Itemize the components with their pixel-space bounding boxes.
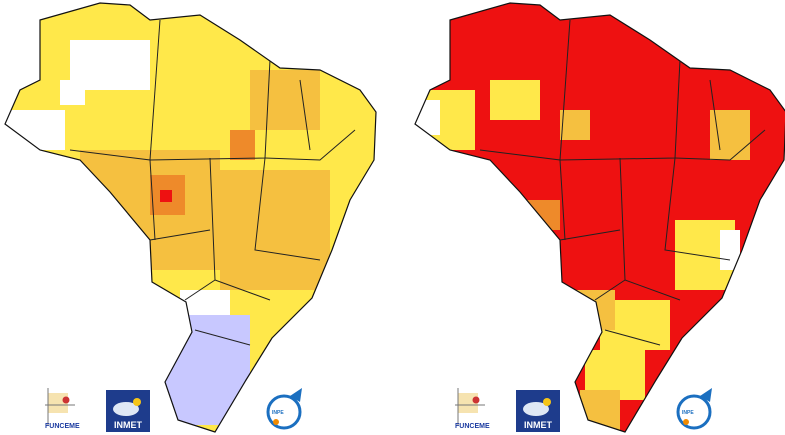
inpe-dot [683,419,689,425]
color-patch [160,190,172,202]
inmet-cloud [523,402,549,416]
color-patch [520,200,560,230]
state-border [149,229,211,241]
inmet-sun [133,398,141,406]
funceme-sun [472,396,480,404]
inmet-label: INMET [114,420,143,430]
color-patch [560,110,590,140]
inmet-label: INMET [524,420,553,430]
state-border [559,19,571,161]
inpe-arrow [290,388,302,402]
color-patch [490,80,540,120]
color-patch [230,130,255,160]
state-border [194,329,251,346]
color-patch [415,100,440,135]
inpe-ring [266,394,302,430]
funceme-label: FUNCEME [455,423,490,430]
inpe-label: INPE [272,410,284,416]
color-patch [575,290,615,330]
state-border [254,157,321,261]
state-border [264,129,356,161]
state-border [709,79,721,151]
inpe-ring [676,394,712,430]
inmet-sun [543,398,551,406]
state-border [299,79,311,151]
brazil-map: FUNCEME INMET INPE [414,2,785,433]
country-outline [4,2,377,433]
state-border [184,279,216,301]
country-outline [414,2,785,433]
state-border [664,157,731,261]
brazil-map: FUNCEME INMET INPE [4,2,377,433]
inpe-dot [273,419,279,425]
funceme-label: FUNCEME [45,423,80,430]
inmet-cloud [113,402,139,416]
state-border [674,129,766,161]
inpe-arrow [700,388,712,402]
inpe-label: INPE [682,410,694,416]
funceme-sun [62,396,70,404]
state-border [149,19,161,161]
color-patch [60,80,85,105]
color-patch [220,170,330,290]
color-patch [710,110,750,160]
funceme-icon [458,393,478,413]
state-border [559,229,621,241]
color-patch [720,230,740,270]
funceme-icon [48,393,68,413]
color-patch [250,70,320,130]
state-border [594,279,626,301]
state-border [604,329,661,346]
